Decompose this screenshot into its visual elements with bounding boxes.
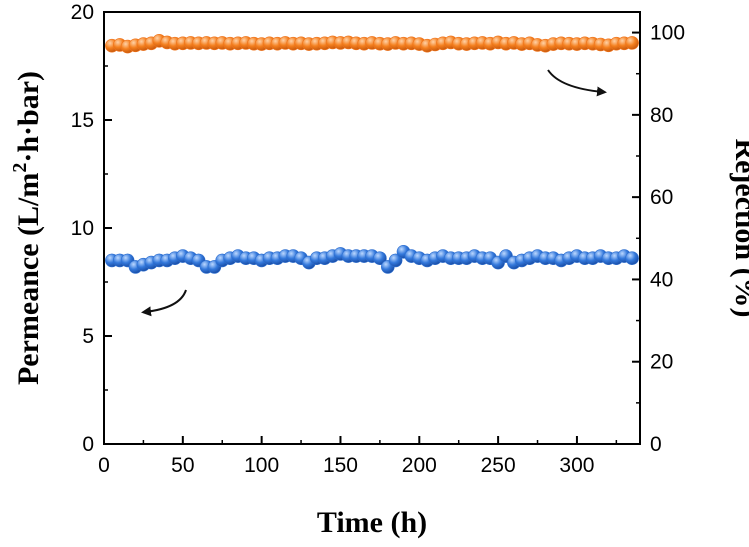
y-left-tick-label: 10 bbox=[71, 217, 94, 240]
y-left-tick-label: 5 bbox=[82, 325, 94, 348]
y-right-tick-label: 60 bbox=[650, 186, 673, 209]
arrow-to-right-axis bbox=[547, 69, 607, 97]
y-right-tick-label: 0 bbox=[650, 433, 662, 456]
y-left-tick-label: 15 bbox=[71, 109, 94, 132]
x-tick-label: 100 bbox=[244, 454, 279, 477]
y-left-tick-label: 20 bbox=[71, 1, 94, 24]
permeance-point bbox=[373, 251, 387, 266]
permeance-point bbox=[388, 253, 403, 268]
arrow-to-left-axis bbox=[141, 289, 187, 317]
y-left-axis-ticks: 0 5 10 15 20 bbox=[71, 1, 112, 456]
y-left-tick-label: 0 bbox=[82, 433, 94, 456]
y-right-axis-title: Rejection (%) bbox=[729, 138, 749, 317]
series-permeance bbox=[105, 245, 639, 274]
x-axis-ticks: 0 50 100 150 200 250 300 bbox=[98, 436, 618, 477]
y-right-tick-label: 100 bbox=[650, 22, 685, 45]
x-tick-label: 150 bbox=[323, 454, 358, 477]
x-tick-label: 300 bbox=[559, 454, 594, 477]
x-tick-label: 50 bbox=[171, 454, 194, 477]
plot-frame bbox=[103, 11, 641, 445]
y-left-axis-title: Permeance (L/m2·h·bar) bbox=[9, 71, 45, 385]
y-right-tick-label: 40 bbox=[650, 268, 673, 291]
y-right-axis-ticks: 0 20 40 60 80 100 bbox=[632, 22, 685, 456]
x-tick-label: 250 bbox=[481, 454, 516, 477]
series-rejection bbox=[105, 33, 639, 54]
x-tick-label: 0 bbox=[98, 454, 110, 477]
rejection-point bbox=[625, 36, 639, 50]
permeance-point bbox=[625, 251, 639, 266]
y-right-tick-label: 20 bbox=[650, 351, 673, 374]
y-right-tick-label: 80 bbox=[650, 104, 673, 127]
x-tick-label: 200 bbox=[402, 454, 437, 477]
x-axis-title: Time (h) bbox=[317, 506, 427, 539]
